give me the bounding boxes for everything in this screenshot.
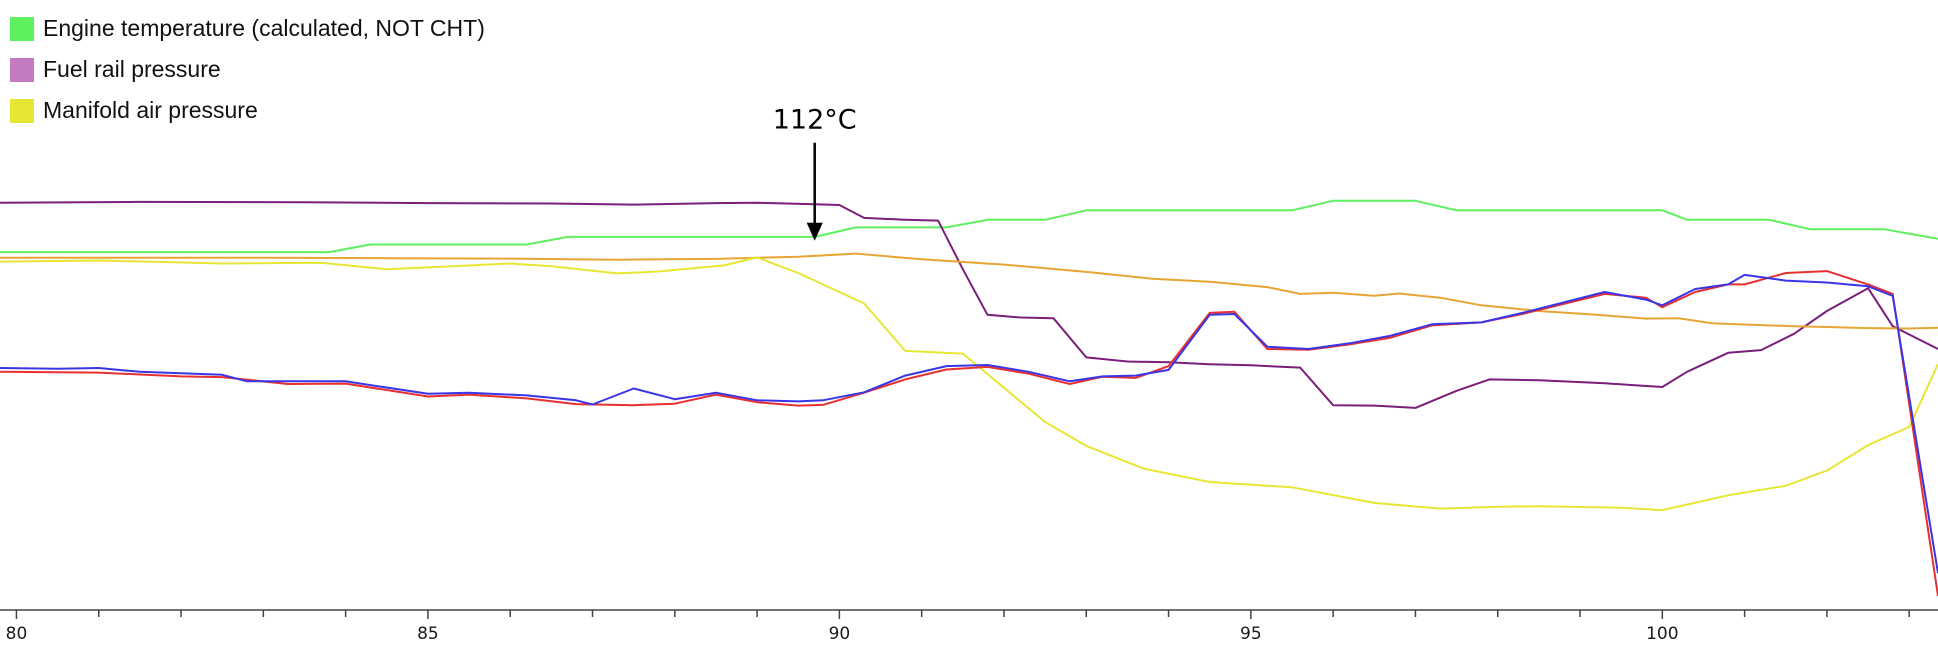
series-line-1 — [0, 199, 1938, 254]
x-tick-label-95: 95 — [1240, 624, 1262, 644]
series-line-6 — [0, 273, 1938, 574]
legend-swatch-fuel-rail-pressure — [10, 57, 34, 82]
series-line-4 — [0, 256, 1938, 512]
legend-item-manifold-air-pressure: Manifold air pressure — [10, 90, 485, 131]
legend-label-engine-temperature: Engine temperature (calculated, NOT CHT) — [43, 15, 485, 41]
x-tick-label-80: 80 — [6, 624, 28, 644]
x-tick-label-100: 100 — [1646, 624, 1678, 644]
legend-label-fuel-rail-pressure: Fuel rail pressure — [43, 56, 221, 82]
annotation: 112°C — [773, 105, 857, 241]
series-line-5 — [0, 270, 1938, 597]
x-tick-label-85: 85 — [417, 624, 439, 644]
series-line-2 — [0, 200, 1938, 409]
annotation-label: 112°C — [773, 105, 857, 136]
series-layer — [0, 199, 1938, 597]
x-axis: 80 85 90 95 100 — [0, 609, 1938, 644]
series-line-3 — [0, 252, 1938, 330]
legend-item-fuel-rail-pressure: Fuel rail pressure — [10, 49, 485, 90]
legend-swatch-manifold-air-pressure — [10, 98, 34, 123]
annotation-arrowhead — [806, 222, 823, 241]
legend-item-engine-temperature: Engine temperature (calculated, NOT CHT) — [10, 8, 485, 49]
legend: Engine temperature (calculated, NOT CHT)… — [10, 8, 485, 131]
x-tick-label-90: 90 — [829, 624, 851, 644]
legend-label-manifold-air-pressure: Manifold air pressure — [43, 97, 258, 123]
legend-swatch-engine-temperature — [10, 16, 34, 41]
